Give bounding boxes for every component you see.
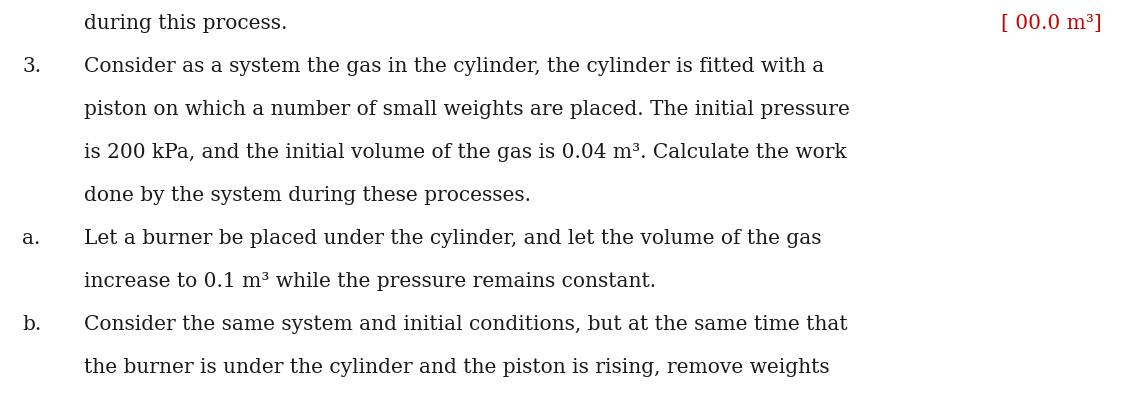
- Text: 3.: 3.: [22, 57, 42, 76]
- Text: a.: a.: [22, 229, 40, 248]
- Text: Consider the same system and initial conditions, but at the same time that: Consider the same system and initial con…: [84, 315, 847, 334]
- Text: increase to 0.1 m³ while the pressure remains constant.: increase to 0.1 m³ while the pressure re…: [84, 272, 656, 291]
- Text: Consider as a system the gas in the cylinder, the cylinder is fitted with a: Consider as a system the gas in the cyli…: [84, 57, 825, 76]
- Text: b.: b.: [22, 315, 42, 334]
- Text: [ 00.0 m³]: [ 00.0 m³]: [1000, 14, 1102, 33]
- Text: Let a burner be placed under the cylinder, and let the volume of the gas: Let a burner be placed under the cylinde…: [84, 229, 822, 248]
- Text: is 200 kPa, and the initial volume of the gas is 0.04 m³. Calculate the work: is 200 kPa, and the initial volume of th…: [84, 143, 846, 162]
- Text: the burner is under the cylinder and the piston is rising, remove weights: the burner is under the cylinder and the…: [84, 358, 830, 377]
- Text: done by the system during these processes.: done by the system during these processe…: [84, 186, 532, 205]
- Text: piston on which a number of small weights are placed. The initial pressure: piston on which a number of small weight…: [84, 100, 850, 119]
- Text: during this process.: during this process.: [84, 14, 288, 33]
